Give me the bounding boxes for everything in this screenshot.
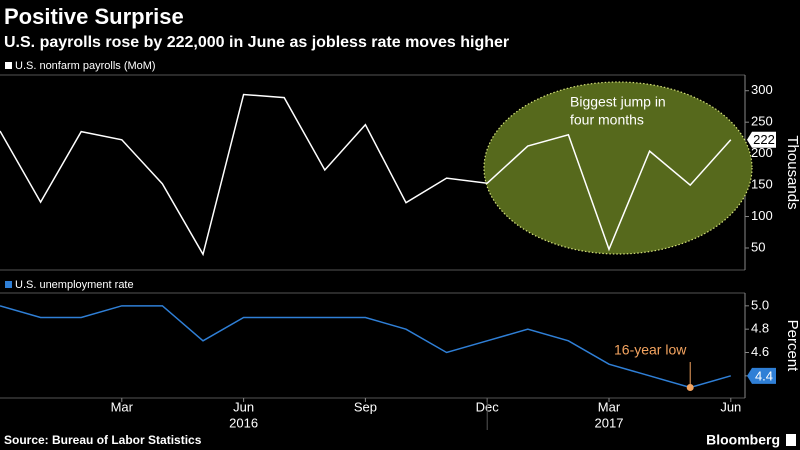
low-point xyxy=(686,384,694,391)
y-tick-label: 50 xyxy=(751,239,765,254)
annotation: 16-year low xyxy=(614,342,687,358)
value-label: 222 xyxy=(753,132,775,147)
y-tick-label: 250 xyxy=(751,114,773,129)
x-tick-label: Sep xyxy=(354,399,377,414)
x-tick-label: Mar xyxy=(598,399,621,414)
brand: Bloomberg xyxy=(706,432,780,448)
legend-swatch xyxy=(5,62,12,69)
value-label: 4.4 xyxy=(755,368,773,383)
year-label: 2017 xyxy=(595,415,624,430)
chart-subtitle: U.S. payrolls rose by 222,000 in June as… xyxy=(4,34,509,51)
y-tick-label: 4.6 xyxy=(751,344,769,359)
year-label: 2016 xyxy=(229,415,258,430)
y-tick-label: 300 xyxy=(751,82,773,97)
x-tick-label: Jun xyxy=(720,399,741,414)
y-tick-label: 100 xyxy=(751,208,773,223)
x-tick-label: Jun xyxy=(233,399,254,414)
value-label-box xyxy=(747,131,776,148)
legend-label: U.S. unemployment rate xyxy=(15,279,134,291)
y-tick-label: 150 xyxy=(751,177,773,192)
brand-icon xyxy=(786,434,796,446)
value-label-box xyxy=(747,367,776,384)
y-tick-label: 4.8 xyxy=(751,321,769,336)
legend-swatch xyxy=(5,281,12,288)
data-line xyxy=(0,305,732,389)
highlight xyxy=(483,81,753,255)
annotation: Biggest jump in xyxy=(570,94,666,110)
y-axis-label: Percent xyxy=(784,320,800,373)
chart-title: Positive Surprise xyxy=(4,4,184,29)
legend-label: U.S. nonfarm payrolls (MoM) xyxy=(15,60,156,72)
x-tick-label: Mar xyxy=(111,399,134,414)
y-tick-label: 5.0 xyxy=(751,297,769,312)
annotation: four months xyxy=(570,112,644,128)
y-axis-label: Thousands xyxy=(784,135,800,209)
data-line xyxy=(0,93,732,257)
y-tick-label: 200 xyxy=(751,145,773,160)
source: Source: Bureau of Labor Statistics xyxy=(4,433,202,447)
